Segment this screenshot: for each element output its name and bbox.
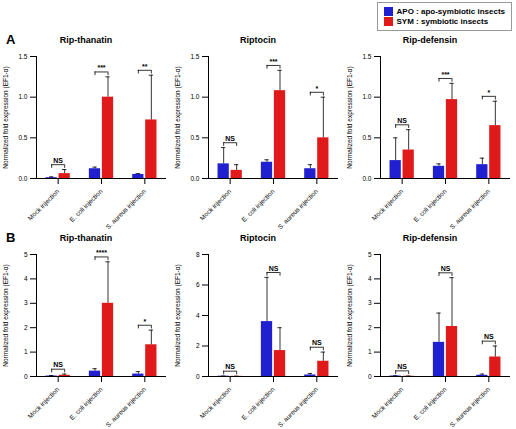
svg-text:0.0: 0.0 — [18, 175, 27, 182]
svg-text:1.5: 1.5 — [362, 53, 371, 60]
svg-text:*: * — [143, 318, 146, 325]
svg-text:NS: NS — [53, 157, 63, 164]
svg-text:NS: NS — [484, 333, 494, 340]
svg-text:Normalized fold expression (EF: Normalized fold expression (EF1-α) — [2, 66, 10, 168]
html-text:SYM : symbiotic insects: SYM : symbiotic insects — [396, 17, 489, 26]
svg-text:Mock injection: Mock injection — [26, 187, 61, 222]
svg-text:Mock injection: Mock injection — [370, 187, 405, 222]
svg-text:0: 0 — [24, 373, 28, 380]
svg-text:NS: NS — [225, 363, 235, 370]
svg-text:E. coli injection: E. coli injection — [68, 187, 105, 224]
svg-text:8: 8 — [196, 251, 200, 258]
svg-text:E. coli injection: E. coli injection — [412, 187, 449, 224]
svg-text:4: 4 — [368, 275, 372, 282]
svg-text:0.5: 0.5 — [18, 134, 27, 141]
svg-text:Mock injection: Mock injection — [370, 385, 405, 420]
html-text:Rip-thanatin: Rip-thanatin — [59, 233, 113, 243]
svg-text:1.0: 1.0 — [362, 93, 371, 100]
svg-text:E. coli injection: E. coli injection — [240, 187, 277, 224]
svg-text:0.5: 0.5 — [362, 134, 371, 141]
svg-text:6: 6 — [196, 281, 200, 288]
svg-text:E. coli injection: E. coli injection — [240, 385, 277, 422]
svg-text:5: 5 — [24, 251, 28, 258]
svg-text:0: 0 — [368, 373, 372, 380]
svg-text:*: * — [487, 89, 490, 96]
svg-text:NS: NS — [225, 135, 235, 142]
svg-text:0: 0 — [196, 373, 200, 380]
svg-text:S. aureus injection: S. aureus injection — [104, 187, 148, 231]
svg-text:2: 2 — [368, 324, 372, 331]
html-text:Rip-defensin: Rip-defensin — [402, 233, 458, 243]
svg-text:NS: NS — [397, 363, 407, 370]
svg-text:S. aureus injection: S. aureus injection — [448, 187, 492, 231]
svg-text:1: 1 — [368, 348, 372, 355]
svg-text:0.0: 0.0 — [362, 175, 371, 182]
svg-text:Mock injection: Mock injection — [198, 187, 233, 222]
svg-text:E. coli injection: E. coli injection — [68, 385, 105, 422]
svg-text:1.5: 1.5 — [190, 53, 199, 60]
html-text:APO : apo-symbiotic insects: APO : apo-symbiotic insects — [396, 7, 505, 16]
html-text:Riptocin: Riptocin — [240, 233, 276, 243]
svg-text:S. aureus injection: S. aureus injection — [104, 385, 148, 429]
html-text:Riptocin: Riptocin — [240, 35, 276, 45]
svg-text:****: **** — [96, 249, 107, 256]
html-text:Rip-defensin: Rip-defensin — [402, 35, 458, 45]
svg-text:Normalized fold expression (EF: Normalized fold expression (EF1-α) — [346, 264, 354, 366]
svg-text:1: 1 — [24, 348, 28, 355]
svg-text:1.0: 1.0 — [190, 93, 199, 100]
svg-text:4: 4 — [24, 275, 28, 282]
svg-text:2: 2 — [196, 342, 200, 349]
svg-text:***: *** — [269, 58, 277, 65]
svg-text:5: 5 — [368, 251, 372, 258]
svg-text:Normalized fold expression (EF: Normalized fold expression (EF1-α) — [346, 66, 354, 168]
svg-text:***: *** — [97, 64, 105, 71]
svg-text:Normalized fold expression (EF: Normalized fold expression (EF1-α) — [174, 264, 182, 366]
svg-text:Normalized fold expression (EF: Normalized fold expression (EF1-α) — [2, 264, 10, 366]
svg-text:1.0: 1.0 — [18, 93, 27, 100]
svg-text:2: 2 — [24, 324, 28, 331]
svg-text:0.5: 0.5 — [190, 134, 199, 141]
svg-text:S. aureus injection: S. aureus injection — [276, 187, 320, 231]
svg-text:**: ** — [142, 63, 148, 70]
svg-text:4: 4 — [196, 312, 200, 319]
svg-text:***: *** — [441, 71, 449, 78]
svg-text:NS: NS — [312, 339, 322, 346]
svg-text:NS: NS — [441, 265, 451, 272]
svg-text:*: * — [315, 85, 318, 92]
svg-text:3: 3 — [24, 299, 28, 306]
svg-text:Mock injection: Mock injection — [26, 385, 61, 420]
svg-text:NS: NS — [53, 361, 63, 368]
svg-text:E. coli injection: E. coli injection — [412, 385, 449, 422]
html-text:A: A — [6, 32, 16, 47]
svg-text:Mock injection: Mock injection — [198, 385, 233, 420]
html-text:B: B — [6, 230, 16, 245]
svg-text:NS: NS — [397, 117, 407, 124]
svg-text:S. aureus injection: S. aureus injection — [276, 385, 320, 429]
svg-text:0.0: 0.0 — [190, 175, 199, 182]
svg-text:1.5: 1.5 — [18, 53, 27, 60]
svg-text:NS: NS — [269, 265, 279, 272]
svg-text:Normalized fold expression (EF: Normalized fold expression (EF1-α) — [174, 66, 182, 168]
svg-text:S. aureus injection: S. aureus injection — [448, 385, 492, 429]
svg-text:3: 3 — [368, 299, 372, 306]
html-text:Rip-thanatin: Rip-thanatin — [59, 35, 113, 45]
